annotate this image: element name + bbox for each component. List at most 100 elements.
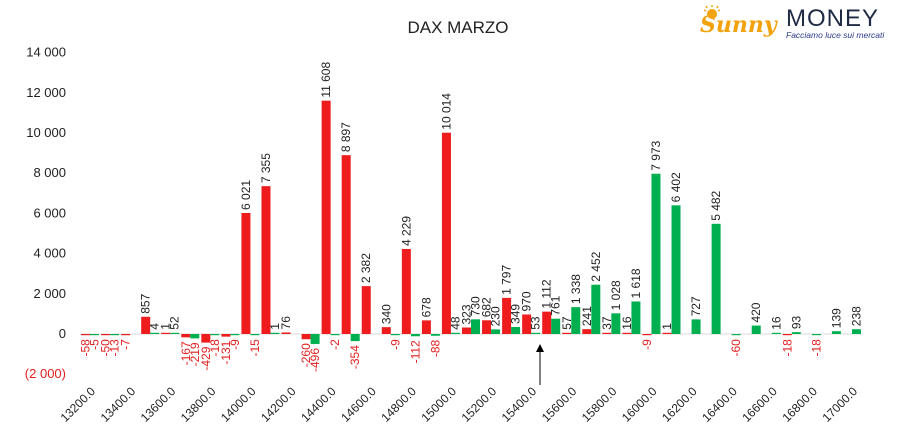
data-label: 76 xyxy=(279,316,293,330)
put-bar-15000 xyxy=(450,332,460,334)
data-label: 1 112 xyxy=(540,279,554,308)
data-label: 1 028 xyxy=(609,280,623,310)
put-bar-16500 xyxy=(751,325,761,334)
x-axis: 13200.0 13400.0 13600.0 13800.0 14000.0 14200… xyxy=(58,384,861,425)
data-label: 8 897 xyxy=(339,122,353,152)
brand-logo: Sunny MONEY Facciamo luce sui mercati xyxy=(700,5,885,40)
data-label: -9 xyxy=(640,339,654,350)
call-bar-14200 xyxy=(281,332,291,334)
call-bar-15700 xyxy=(582,329,592,334)
data-label: 420 xyxy=(749,302,763,322)
data-label: -18 xyxy=(208,339,222,357)
call-bar-15100 xyxy=(462,327,471,334)
data-label: -219 xyxy=(188,342,202,366)
data-label: 682 xyxy=(480,297,494,317)
x-tick-label: 14200.0 xyxy=(258,384,299,425)
put-bar-14800 xyxy=(410,334,420,337)
call-bar-15200 xyxy=(482,320,492,334)
data-label: -13 xyxy=(108,339,122,357)
data-label: 37 xyxy=(600,316,614,330)
put-bar-15400 xyxy=(531,332,541,334)
put-bar-15900 xyxy=(631,301,641,334)
y-tick-label: 0 xyxy=(59,326,66,341)
put-bar-16000 xyxy=(651,173,661,334)
put-bar-14100 xyxy=(270,332,280,334)
data-label: 1 xyxy=(268,323,282,330)
data-label: -5 xyxy=(88,339,102,350)
put-bar-15700 xyxy=(591,284,601,334)
data-label: 139 xyxy=(829,308,843,328)
sun-icon xyxy=(703,5,721,19)
x-tick-label: 16000.0 xyxy=(619,384,660,425)
put-bar-14300 xyxy=(310,334,320,344)
put-bar-13600 xyxy=(170,332,180,334)
data-label: 5 482 xyxy=(709,190,723,220)
x-tick-label: 15600.0 xyxy=(539,384,580,425)
data-label: -167 xyxy=(179,341,193,365)
bars xyxy=(81,100,861,344)
y-axis: (2 000) 0 2 000 4 000 6 000 8 000 10 000 12 000… xyxy=(25,45,66,382)
call-bar-13200 xyxy=(81,334,91,336)
put-bar-16900 xyxy=(831,331,841,334)
data-label: 11 608 xyxy=(319,62,333,98)
call-bar-14300 xyxy=(301,334,311,340)
data-label: -429 xyxy=(199,346,213,370)
put-bar-16400 xyxy=(731,334,741,336)
put-bar-13900 xyxy=(230,334,240,336)
call-bar-14100 xyxy=(261,186,271,334)
data-label: 730 xyxy=(469,296,483,316)
x-tick-label: 14800.0 xyxy=(378,384,419,425)
x-tick-label: 14400.0 xyxy=(298,384,339,425)
call-bar-13900 xyxy=(221,334,231,337)
data-label: 340 xyxy=(379,304,393,324)
data-label: -131 xyxy=(219,340,233,364)
data-label: 349 xyxy=(509,304,523,324)
call-bar-15800 xyxy=(602,332,612,334)
put-bar-16800 xyxy=(811,334,821,336)
data-label: -496 xyxy=(308,348,322,372)
put-bar-13700 xyxy=(190,334,200,339)
put-bar-15300 xyxy=(511,326,521,334)
put-bar-16300 xyxy=(711,223,721,334)
current-price-arrow-icon xyxy=(536,344,544,385)
x-tick-label: 14600.0 xyxy=(338,384,379,425)
data-label: 2 452 xyxy=(589,251,603,281)
x-tick-label: 15800.0 xyxy=(579,384,620,425)
put-bar-15500 xyxy=(551,318,561,334)
y-tick-label: 6 000 xyxy=(33,205,66,220)
logo-brand-right: MONEY xyxy=(786,5,879,32)
data-label: 857 xyxy=(139,293,153,313)
put-bar-14400 xyxy=(330,334,340,336)
call-bar-14700 xyxy=(381,327,391,334)
call-bar-16000 xyxy=(642,334,652,336)
x-tick-label: 15200.0 xyxy=(459,384,500,425)
put-bar-14500 xyxy=(350,334,360,342)
x-tick-label: 17000.0 xyxy=(820,384,861,425)
data-label: 6 021 xyxy=(239,180,253,210)
call-bar-13600 xyxy=(161,332,171,334)
y-tick-label: 14 000 xyxy=(26,45,66,60)
data-label: -60 xyxy=(729,339,743,357)
data-label: -9 xyxy=(388,339,402,350)
data-label: 57 xyxy=(560,316,574,330)
data-label: -260 xyxy=(299,343,313,367)
data-label: 727 xyxy=(689,296,703,316)
x-tick-label: 13400.0 xyxy=(98,384,139,425)
put-bar-14700 xyxy=(390,334,400,336)
put-bar-15800 xyxy=(611,313,621,334)
call-bar-15000 xyxy=(441,132,451,334)
data-label: 93 xyxy=(789,315,803,329)
data-label: -18 xyxy=(809,339,823,357)
logo-brand-left: Sunny xyxy=(700,12,779,38)
put-bar-13800 xyxy=(210,334,220,336)
put-bar-17000 xyxy=(851,329,861,334)
data-label: 241 xyxy=(580,306,594,326)
call-bar-14900 xyxy=(421,320,431,334)
x-tick-label: 14000.0 xyxy=(218,384,259,425)
data-label: -15 xyxy=(248,339,262,357)
put-bar-14900 xyxy=(430,334,440,336)
put-bar-16600 xyxy=(771,332,781,334)
put-bar-15600 xyxy=(571,307,581,334)
logo-tagline: Facciamo luce sui mercati xyxy=(786,30,885,40)
